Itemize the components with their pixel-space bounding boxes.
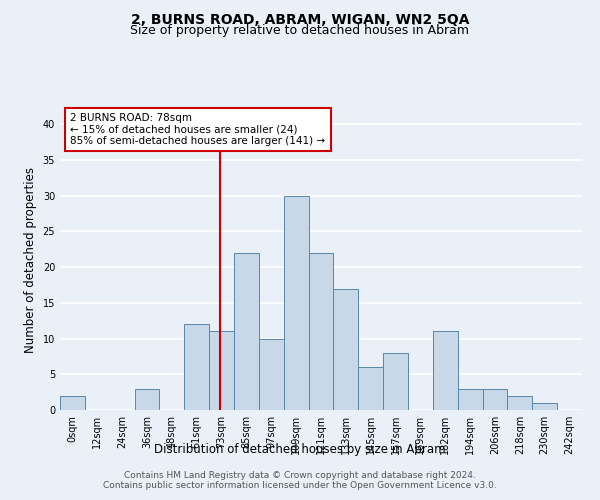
Text: Size of property relative to detached houses in Abram: Size of property relative to detached ho… [131, 24, 470, 37]
Bar [482, 388, 508, 410]
Bar [234, 253, 259, 410]
Bar [259, 338, 284, 410]
Bar [358, 367, 383, 410]
Bar [134, 388, 160, 410]
Y-axis label: Number of detached properties: Number of detached properties [24, 167, 37, 353]
Bar [184, 324, 209, 410]
Bar [508, 396, 532, 410]
Bar [532, 403, 557, 410]
Bar [284, 196, 308, 410]
Bar [308, 253, 334, 410]
Text: Contains HM Land Registry data © Crown copyright and database right 2024.
Contai: Contains HM Land Registry data © Crown c… [103, 470, 497, 490]
Bar [458, 388, 482, 410]
Bar [209, 332, 234, 410]
Bar [60, 396, 85, 410]
Text: Distribution of detached houses by size in Abram: Distribution of detached houses by size … [154, 442, 446, 456]
Bar [334, 288, 358, 410]
Text: 2, BURNS ROAD, ABRAM, WIGAN, WN2 5QA: 2, BURNS ROAD, ABRAM, WIGAN, WN2 5QA [131, 12, 469, 26]
Text: 2 BURNS ROAD: 78sqm
← 15% of detached houses are smaller (24)
85% of semi-detach: 2 BURNS ROAD: 78sqm ← 15% of detached ho… [70, 113, 326, 146]
Bar [433, 332, 458, 410]
Bar [383, 353, 408, 410]
